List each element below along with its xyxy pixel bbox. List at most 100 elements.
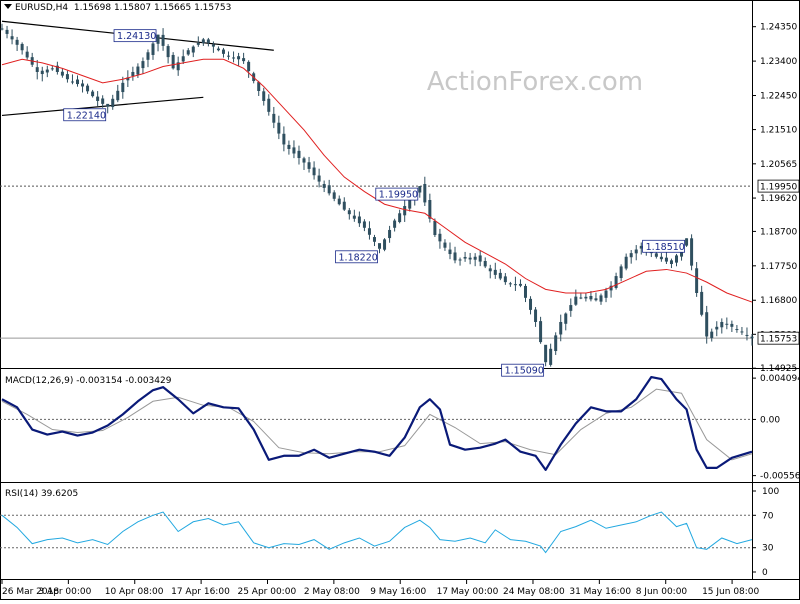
rsi-tick-label: 0: [762, 568, 768, 578]
candle-body: [725, 323, 729, 325]
candle-body: [534, 309, 538, 322]
price-level-tag: [757, 331, 800, 345]
price-tick-label: 1.20565: [760, 160, 797, 170]
candle-body: [614, 276, 618, 288]
candle-body: [292, 147, 296, 154]
candle-body: [720, 321, 724, 328]
macd-title: MACD(12,26,9) -0.003154 -0.003429: [5, 376, 172, 386]
price-level-tag: [757, 179, 800, 193]
candle-body: [367, 228, 371, 235]
candle-body: [629, 253, 633, 258]
candle-body: [438, 233, 442, 242]
time-tick-label: 17 May 00:00: [437, 587, 499, 597]
price-tick-label: 1.16800: [760, 296, 797, 306]
candle-body: [5, 29, 9, 34]
candle-body: [408, 198, 412, 209]
candle-body: [40, 70, 44, 75]
rsi-tick-label: 30: [762, 544, 774, 554]
candle-body: [710, 331, 714, 338]
candle-body: [65, 74, 69, 80]
candle-body: [695, 268, 699, 293]
candle-body: [574, 296, 578, 305]
candle-body: [428, 199, 432, 219]
candle-body: [715, 326, 719, 330]
rsi-tick-label: 100: [762, 487, 779, 497]
candle-body: [262, 91, 266, 101]
candle-body: [206, 39, 210, 43]
price-annotation-label: 1.22140: [67, 110, 106, 121]
candle-body: [690, 238, 694, 266]
candle-body: [216, 48, 220, 51]
candle-body: [559, 321, 563, 335]
candle-body: [619, 266, 623, 279]
macd-tick-label: 0.00: [760, 415, 780, 425]
candle-body: [664, 257, 668, 262]
candle-body: [50, 68, 54, 70]
candle-body: [267, 98, 271, 112]
dropdown-triangle-icon[interactable]: [4, 4, 12, 9]
candle-body: [272, 113, 276, 123]
candle-body: [579, 297, 583, 299]
candle-body: [529, 298, 533, 310]
candle-body: [337, 198, 341, 205]
price-level-tag-label: 1.19950: [760, 183, 797, 193]
candle-body: [196, 42, 200, 45]
candle-body: [483, 260, 487, 267]
price-tick-label: 1.19620: [760, 194, 797, 204]
candle-body: [81, 83, 85, 87]
candle-body: [473, 256, 477, 260]
price-level-tag-label: 1.15753: [760, 335, 797, 345]
candle-body: [478, 255, 482, 262]
candle-body: [126, 77, 130, 81]
price-annotation-box: [642, 239, 685, 253]
time-tick-label: 31 May 16:00: [569, 587, 631, 597]
time-tick-label: 9 May 16:00: [370, 587, 426, 597]
candle-body: [257, 82, 261, 91]
time-tick-label: 8 Jun 00:00: [636, 587, 688, 597]
candle-body: [176, 62, 180, 71]
candle-body: [463, 256, 467, 259]
candle-body: [685, 238, 689, 246]
candle-body: [372, 237, 376, 242]
candle-body: [659, 256, 663, 260]
candle-body: [443, 242, 447, 248]
candle-body: [86, 85, 90, 92]
price-annotation-box: [113, 29, 157, 43]
candle-body: [493, 269, 497, 275]
candle-body: [599, 295, 603, 302]
candle-body: [191, 46, 195, 53]
candle-body: [302, 158, 306, 163]
candle-body: [307, 162, 311, 169]
macd-signal-line: [1, 388, 753, 461]
candle-body: [418, 186, 422, 193]
price-tick-label: 1.17750: [760, 262, 797, 272]
candle-body: [96, 96, 100, 101]
candle-body: [146, 52, 150, 60]
candle-body: [393, 220, 397, 228]
candle-body: [730, 323, 734, 327]
candle-body: [342, 201, 346, 210]
candle-body: [634, 249, 638, 254]
candle-body: [0, 28, 4, 30]
candle-body: [398, 213, 402, 223]
candle-body: [458, 259, 462, 261]
candle-body: [700, 291, 704, 315]
time-tick-label: 26 Mar 2018: [2, 587, 59, 597]
candle-body: [60, 71, 64, 76]
candle-body: [242, 58, 246, 62]
candle-body: [403, 206, 407, 216]
candle-body: [453, 252, 457, 261]
time-tick-label: 10 Apr 08:00: [105, 587, 164, 597]
candle-body: [297, 150, 301, 159]
candle-body: [247, 61, 251, 72]
candle-body: [55, 65, 59, 72]
candle-body: [332, 192, 336, 199]
candle-body: [639, 245, 643, 249]
macd-tick-label: -0.005568: [760, 472, 800, 482]
candle-body: [227, 55, 231, 57]
candle-body: [15, 39, 19, 45]
price-annotation-box: [501, 363, 545, 377]
candle-body: [347, 210, 351, 215]
